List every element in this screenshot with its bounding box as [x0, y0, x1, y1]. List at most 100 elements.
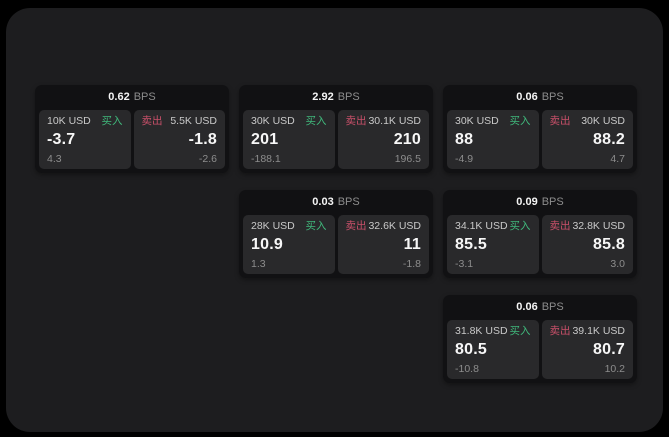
quote-cards-grid: 0.62 BPS 10K USD 买入 -3.7 4.3 卖出 5.5K USD…	[35, 85, 637, 383]
bps-quote-card: 0.62 BPS 10K USD 买入 -3.7 4.3 卖出 5.5K USD…	[35, 85, 229, 173]
buy-tile-header: 10K USD 买入	[47, 116, 123, 127]
sell-amount: 32.8K USD	[572, 220, 625, 232]
buy-tile-header: 28K USD 买入	[251, 221, 327, 232]
buy-side-label: 买入	[101, 115, 123, 127]
bps-quote-card: 0.09 BPS 34.1K USD 买入 85.5 -3.1 卖出 32.8K…	[443, 190, 637, 278]
sell-tile[interactable]: 卖出 39.1K USD 80.7 10.2	[541, 320, 633, 379]
bps-header: 0.06 BPS	[447, 85, 633, 110]
bps-quote-card: 2.92 BPS 30K USD 买入 201 -188.1 卖出 30.1K …	[239, 85, 433, 173]
bps-unit-label: BPS	[541, 91, 564, 103]
quote-tiles: 34.1K USD 买入 85.5 -3.1 卖出 32.8K USD 85.8…	[447, 215, 633, 274]
buy-quote-value: 88	[455, 131, 474, 148]
buy-tile-header: 30K USD 买入	[251, 116, 327, 127]
bps-value: 0.62	[108, 91, 130, 103]
bps-quote-card: 0.06 BPS 30K USD 买入 88 -4.9 卖出 30K USD 8…	[443, 85, 637, 173]
bps-unit-label: BPS	[133, 91, 156, 103]
quote-tiles: 30K USD 买入 88 -4.9 卖出 30K USD 88.2 4.7	[447, 110, 633, 169]
buy-side-label: 买入	[305, 115, 327, 127]
sell-sub-value: 3.0	[610, 257, 625, 270]
buy-amount: 30K USD	[251, 115, 295, 127]
quote-tiles: 28K USD 买入 10.9 1.3 卖出 32.6K USD 11 -1.8	[243, 215, 429, 274]
sell-side-label: 卖出	[345, 220, 367, 232]
buy-amount: 34.1K USD	[455, 220, 508, 232]
buy-tile[interactable]: 10K USD 买入 -3.7 4.3	[39, 110, 131, 169]
sell-side-label: 卖出	[141, 115, 163, 127]
buy-quote-value: -3.7	[47, 131, 76, 148]
bps-unit-label: BPS	[541, 301, 564, 313]
bps-header: 0.62 BPS	[39, 85, 225, 110]
buy-tile[interactable]: 31.8K USD 买入 80.5 -10.8	[447, 320, 539, 379]
buy-quote-value: 80.5	[455, 341, 487, 358]
sell-quote-value: 11	[403, 236, 421, 253]
sell-tile[interactable]: 卖出 32.6K USD 11 -1.8	[337, 215, 429, 274]
buy-tile-header: 31.8K USD 买入	[455, 326, 531, 337]
buy-tile[interactable]: 28K USD 买入 10.9 1.3	[243, 215, 335, 274]
buy-amount: 30K USD	[455, 115, 499, 127]
sell-quote-value: -1.8	[188, 131, 217, 148]
buy-quote-value: 85.5	[455, 236, 487, 253]
buy-sub-value: -3.1	[455, 257, 474, 270]
bps-unit-label: BPS	[337, 91, 360, 103]
sell-side-label: 卖出	[549, 220, 571, 232]
sell-side-label: 卖出	[549, 115, 571, 127]
sell-tile-header: 卖出 30.1K USD	[346, 116, 422, 127]
sell-tile-header: 卖出 39.1K USD	[550, 326, 626, 337]
buy-sub-value: -188.1	[251, 152, 281, 165]
buy-sub-value: -4.9	[455, 152, 474, 165]
buy-amount: 31.8K USD	[455, 325, 508, 337]
buy-side-label: 买入	[305, 220, 327, 232]
buy-tile[interactable]: 30K USD 买入 88 -4.9	[447, 110, 539, 169]
buy-quote-value: 10.9	[251, 236, 283, 253]
bps-quote-card: 0.06 BPS 31.8K USD 买入 80.5 -10.8 卖出 39.1…	[443, 295, 637, 383]
sell-quote-value: 80.7	[593, 341, 625, 358]
sell-sub-value: 4.7	[610, 152, 625, 165]
sell-side-label: 卖出	[549, 325, 571, 337]
sell-amount: 39.1K USD	[572, 325, 625, 337]
bps-header: 0.03 BPS	[243, 190, 429, 215]
sell-tile[interactable]: 卖出 30.1K USD 210 196.5	[337, 110, 429, 169]
buy-sub-value: 4.3	[47, 152, 62, 165]
bps-header: 0.09 BPS	[447, 190, 633, 215]
sell-tile[interactable]: 卖出 30K USD 88.2 4.7	[541, 110, 633, 169]
sell-tile[interactable]: 卖出 5.5K USD -1.8 -2.6	[133, 110, 225, 169]
buy-tile-header: 34.1K USD 买入	[455, 221, 531, 232]
buy-sub-value: 1.3	[251, 257, 266, 270]
buy-amount: 10K USD	[47, 115, 91, 127]
buy-tile-header: 30K USD 买入	[455, 116, 531, 127]
sell-tile-header: 卖出 32.8K USD	[550, 221, 626, 232]
sell-quote-value: 210	[393, 131, 421, 148]
sell-sub-value: 196.5	[394, 152, 421, 165]
bps-unit-label: BPS	[337, 196, 360, 208]
bps-value: 0.06	[516, 301, 538, 313]
sell-tile[interactable]: 卖出 32.8K USD 85.8 3.0	[541, 215, 633, 274]
sell-amount: 30K USD	[581, 115, 625, 127]
sell-amount: 30.1K USD	[368, 115, 421, 127]
quote-tiles: 31.8K USD 买入 80.5 -10.8 卖出 39.1K USD 80.…	[447, 320, 633, 379]
buy-side-label: 买入	[509, 115, 531, 127]
bps-unit-label: BPS	[541, 196, 564, 208]
sell-sub-value: 10.2	[604, 362, 625, 375]
sell-tile-header: 卖出 30K USD	[550, 116, 626, 127]
buy-side-label: 买入	[509, 325, 531, 337]
bps-value: 0.06	[516, 91, 538, 103]
sell-sub-value: -1.8	[402, 257, 421, 270]
sell-tile-header: 卖出 32.6K USD	[346, 221, 422, 232]
buy-amount: 28K USD	[251, 220, 295, 232]
bps-value: 2.92	[312, 91, 334, 103]
quote-tiles: 10K USD 买入 -3.7 4.3 卖出 5.5K USD -1.8 -2.…	[39, 110, 225, 169]
sell-quote-value: 85.8	[593, 236, 625, 253]
sell-side-label: 卖出	[345, 115, 367, 127]
bps-value: 0.09	[516, 196, 538, 208]
quote-tiles: 30K USD 买入 201 -188.1 卖出 30.1K USD 210 1…	[243, 110, 429, 169]
bps-header: 0.06 BPS	[447, 295, 633, 320]
bps-value: 0.03	[312, 196, 334, 208]
bps-header: 2.92 BPS	[243, 85, 429, 110]
sell-quote-value: 88.2	[593, 131, 625, 148]
sell-sub-value: -2.6	[198, 152, 217, 165]
sell-amount: 32.6K USD	[368, 220, 421, 232]
buy-tile[interactable]: 34.1K USD 买入 85.5 -3.1	[447, 215, 539, 274]
buy-tile[interactable]: 30K USD 买入 201 -188.1	[243, 110, 335, 169]
buy-quote-value: 201	[251, 131, 279, 148]
buy-sub-value: -10.8	[455, 362, 479, 375]
sell-amount: 5.5K USD	[170, 115, 217, 127]
